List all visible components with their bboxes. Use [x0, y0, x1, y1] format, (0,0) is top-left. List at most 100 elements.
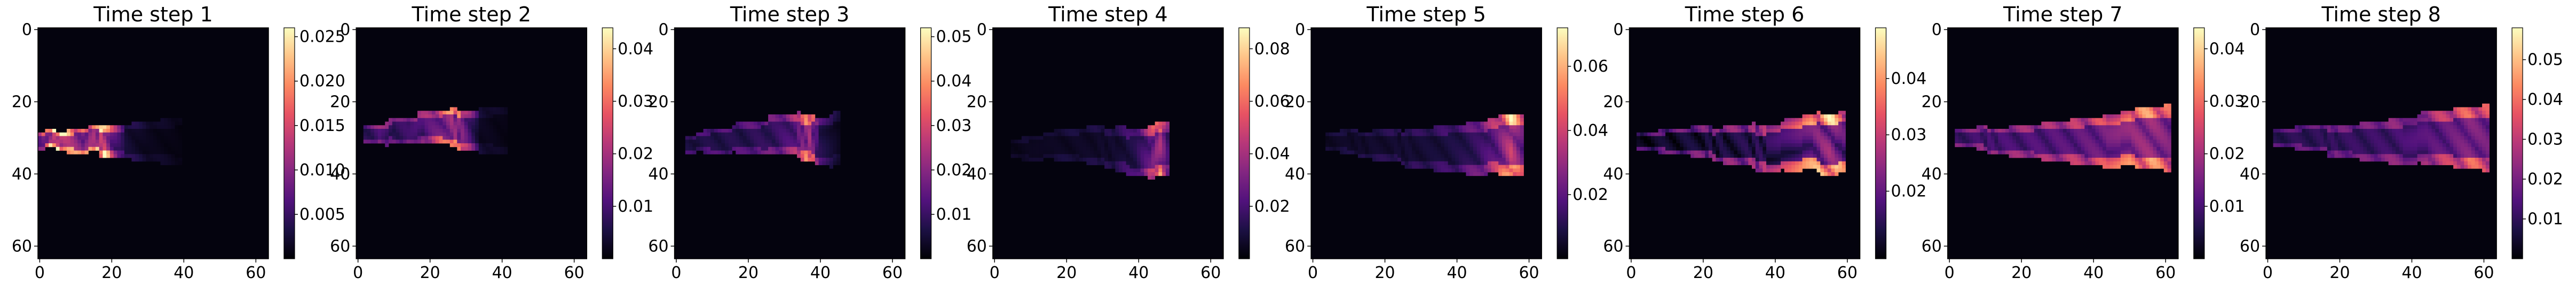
heatmap-cell	[468, 136, 472, 140]
heatmap-cell	[2370, 125, 2374, 129]
heatmap-cell	[2052, 154, 2056, 158]
heatmap-cell	[2468, 146, 2472, 151]
heatmap-cell	[714, 136, 718, 140]
heatmap-cell	[1651, 136, 1655, 140]
heatmap-cell	[77, 150, 82, 155]
heatmap-cell	[1509, 118, 1513, 122]
heatmap-cell	[424, 132, 429, 136]
heatmap-cell	[178, 158, 183, 162]
heatmap-cell	[2117, 129, 2121, 133]
heatmap-cell	[67, 132, 71, 136]
heatmap-cell	[1032, 158, 1037, 162]
heatmap-cell	[1155, 136, 1159, 140]
heatmap-cell	[124, 129, 129, 133]
heatmap-cell	[2280, 143, 2285, 148]
heatmap-cell	[92, 146, 96, 151]
heatmap-cell	[2324, 136, 2328, 140]
heatmap-cell	[1676, 143, 1680, 148]
heatmap-cell	[1104, 129, 1109, 133]
heatmap-cell	[1433, 150, 1437, 155]
heatmap-cell	[2084, 129, 2089, 133]
heatmap-cell	[710, 132, 715, 136]
heatmap-cell	[2464, 107, 2468, 111]
heatmap-cell	[808, 140, 812, 144]
heatmap-cell	[1354, 140, 1358, 144]
heatmap-cell	[2435, 161, 2439, 165]
heatmap-cell	[178, 146, 183, 151]
heatmap-cell	[2377, 150, 2382, 155]
heatmap-cell	[2338, 136, 2342, 140]
heatmap-cell	[1415, 129, 1420, 133]
heatmap-cell	[149, 140, 154, 144]
heatmap-cell	[2446, 140, 2450, 144]
heatmap-cell	[2309, 136, 2313, 140]
heatmap-cell	[1129, 143, 1134, 148]
heatmap-cell	[2359, 132, 2364, 136]
heatmap-cell	[478, 143, 483, 148]
heatmap-cell	[96, 125, 100, 129]
heatmap-cell	[2446, 132, 2450, 136]
heatmap-cell	[2283, 132, 2288, 136]
heatmap-cell	[1093, 132, 1098, 136]
heatmap-cell	[1119, 129, 1123, 133]
heatmap-cell	[489, 111, 494, 115]
heatmap-cell	[1716, 158, 1720, 162]
heatmap-cell	[1773, 143, 1777, 148]
heatmap-cell	[1998, 136, 2002, 140]
heatmap-cell	[1827, 154, 1831, 158]
heatmap-cell	[1838, 140, 1843, 144]
heatmap-cell	[1136, 132, 1141, 136]
heatmap-cell	[2305, 140, 2310, 144]
heatmap-cell	[171, 132, 175, 136]
heatmap-cell	[442, 121, 447, 126]
heatmap-cell	[1495, 143, 1499, 148]
heatmap-cell	[2124, 114, 2128, 119]
heatmap-cell	[1165, 168, 1170, 173]
heatmap-cell	[1763, 143, 1767, 148]
heatmap-cell	[493, 118, 497, 122]
x-tick-label: 20	[420, 264, 440, 282]
heatmap-cell	[2356, 136, 2360, 140]
heatmap-cell	[2023, 129, 2027, 133]
heatmap-cell	[1520, 129, 1524, 133]
heatmap-cell	[2149, 129, 2153, 133]
heatmap-cell	[789, 129, 794, 133]
colorbar-tick-label: 0.01	[2527, 210, 2563, 229]
heatmap-cell	[1133, 150, 1137, 155]
heatmap-cell	[696, 143, 700, 148]
heatmap-cell	[1509, 146, 1513, 151]
heatmap-cell	[1502, 118, 1506, 122]
heatmap-cell	[1763, 140, 1767, 144]
heatmap-cell	[1376, 132, 1380, 136]
heatmap-cell	[41, 140, 45, 144]
heatmap-cell	[96, 136, 100, 140]
heatmap-cell	[1484, 154, 1488, 158]
heatmap-cell	[1101, 146, 1105, 151]
heatmap-cell	[1140, 129, 1144, 133]
heatmap-cell	[1021, 158, 1026, 162]
heatmap-cell	[1987, 150, 1992, 155]
heatmap-cell	[1820, 158, 1824, 162]
heatmap-cell	[464, 143, 468, 148]
heatmap-cell	[486, 114, 490, 119]
heatmap-cell	[1484, 161, 1488, 165]
heatmap-cell	[1444, 158, 1449, 162]
heatmap-cell	[797, 118, 801, 122]
heatmap-cell	[1766, 158, 1771, 162]
heatmap-cell	[2374, 121, 2378, 126]
heatmap-cell	[2128, 132, 2132, 136]
heatmap-cell	[1831, 125, 1835, 129]
heatmap-cell	[92, 136, 96, 140]
heatmap-cell	[1050, 143, 1055, 148]
heatmap-cell	[1076, 132, 1080, 136]
heatmap-cell	[1433, 154, 1437, 158]
heatmap-cell	[496, 118, 501, 122]
heatmap-cell	[2095, 146, 2099, 151]
heatmap-cell	[2138, 118, 2143, 122]
heatmap-cell	[2417, 132, 2421, 136]
heatmap-cell	[2056, 143, 2060, 148]
heatmap-cell	[52, 132, 57, 136]
heatmap-cell	[1480, 143, 1484, 148]
heatmap-cell	[1480, 158, 1484, 162]
heatmap-cell	[746, 140, 750, 144]
